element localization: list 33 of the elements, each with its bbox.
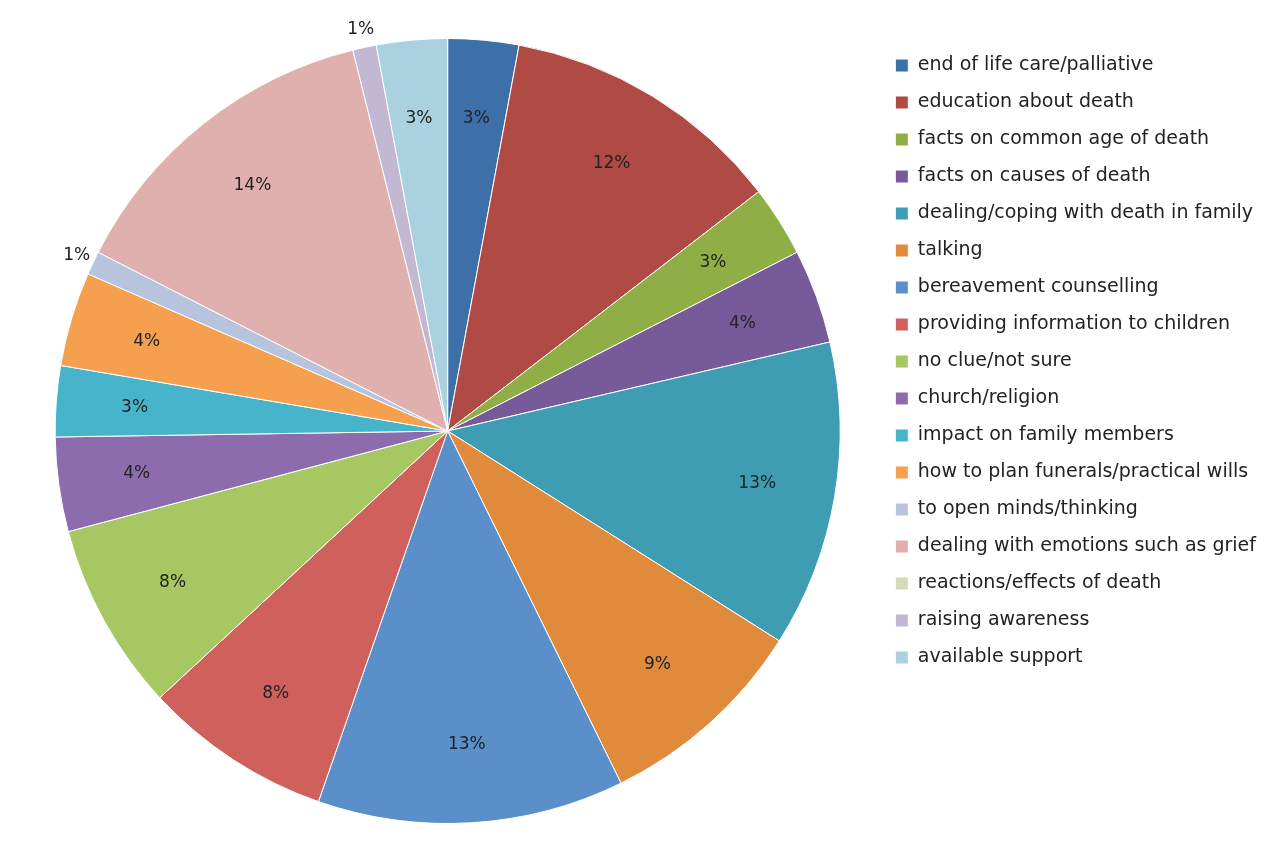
data-label: 9% <box>644 652 672 673</box>
data-label: 1% <box>63 243 91 264</box>
data-label: 13% <box>447 732 486 753</box>
legend-label: facts on causes of death <box>917 163 1151 186</box>
data-label: 8% <box>159 570 187 591</box>
legend-label: impact on family members <box>917 422 1174 445</box>
legend-label: bereavement counselling <box>917 274 1159 297</box>
legend-label: facts on common age of death <box>917 126 1210 149</box>
data-label: 4% <box>123 462 151 483</box>
data-label: 1% <box>347 18 375 39</box>
legend-label: talking <box>917 237 983 260</box>
legend-label: providing information to children <box>917 311 1230 334</box>
legend-label: how to plan funerals/practical wills <box>917 459 1249 482</box>
data-label: 13% <box>738 471 777 492</box>
data-label: 4% <box>729 311 757 332</box>
data-label: 14% <box>233 173 272 194</box>
legend-label: end of life care/palliative <box>917 52 1154 75</box>
legend-label: dealing with emotions such as grief <box>917 533 1258 556</box>
data-label: 3% <box>462 106 490 127</box>
legend-label: education about death <box>917 89 1134 112</box>
data-label: 3% <box>121 395 149 416</box>
data-label: 12% <box>592 151 631 172</box>
legend-label: no clue/not sure <box>917 348 1072 371</box>
legend-label: raising awareness <box>917 607 1090 630</box>
data-label: 8% <box>262 682 290 703</box>
legend-label: dealing/coping with death in family <box>917 200 1254 223</box>
legend-label: church/religion <box>917 385 1060 408</box>
data-label: 4% <box>133 329 161 350</box>
legend-label: available support <box>917 644 1083 667</box>
legend-label: reactions/effects of death <box>917 570 1162 593</box>
legend-label: to open minds/thinking <box>917 496 1138 519</box>
data-label: 3% <box>699 251 727 272</box>
data-label: 3% <box>405 106 433 127</box>
